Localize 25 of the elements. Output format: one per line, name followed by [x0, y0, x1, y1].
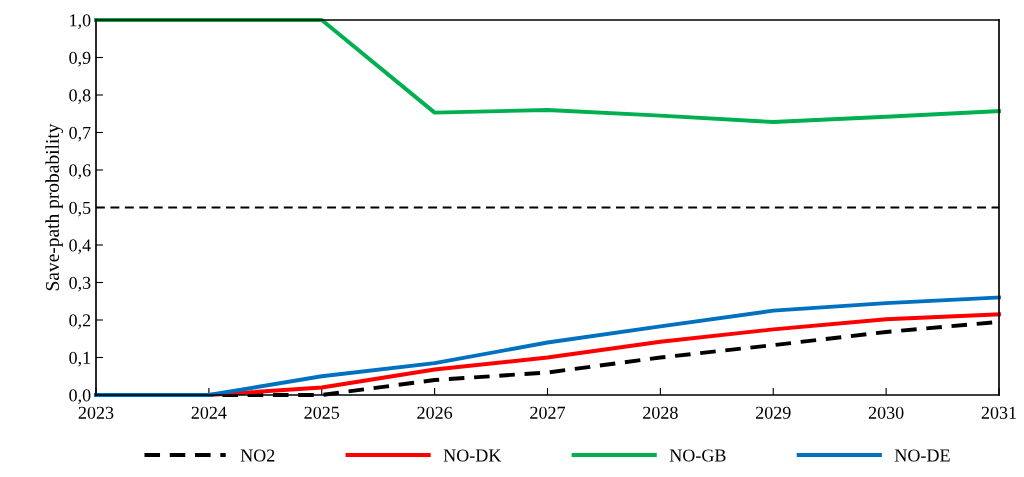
- x-tick-label: 2030: [868, 406, 904, 419]
- legend-label: NO-DE: [894, 449, 950, 462]
- y-tick-label: 1,0: [70, 14, 91, 30]
- legend-label: NO-DK: [443, 449, 502, 462]
- x-tick-label: 2031: [981, 406, 1016, 419]
- x-tick-label: 2027: [530, 406, 566, 419]
- x-tick-label: 2025: [304, 406, 340, 419]
- legend-label: NO2: [240, 449, 275, 462]
- x-tick-label: 2026: [417, 406, 453, 419]
- x-tick-label: 2029: [755, 406, 791, 419]
- x-tick-label: 2028: [643, 406, 678, 419]
- y-tick-label: 0,6: [69, 164, 91, 180]
- y-tick-label: 0,7: [69, 126, 91, 142]
- y-tick-label: 0,9: [69, 51, 91, 67]
- y-tick-label: 0,4: [69, 239, 91, 255]
- y-tick-label: 0,8: [69, 89, 91, 105]
- y-tick-label: 0,5: [69, 201, 91, 217]
- y-axis-title: Save-path probability: [45, 123, 64, 291]
- legend-label: NO-GB: [669, 449, 726, 462]
- y-tick-label: 0,3: [69, 276, 91, 292]
- x-tick-label: 2023: [78, 406, 114, 419]
- y-tick-label: 0,1: [69, 351, 91, 367]
- y-tick-label: 0,0: [69, 389, 91, 405]
- x-tick-label: 2024: [191, 406, 227, 419]
- y-tick-label: 0,2: [69, 314, 91, 330]
